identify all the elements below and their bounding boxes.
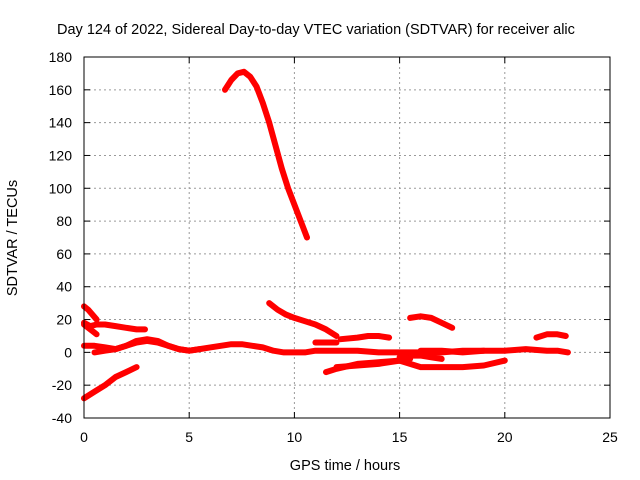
series-low-band xyxy=(396,352,445,362)
y-tick-label: 20 xyxy=(56,312,72,328)
y-tick-label: 160 xyxy=(49,82,73,98)
y-tick-label: -40 xyxy=(52,410,72,426)
series-rising-tail xyxy=(81,364,140,402)
y-tick-label: -20 xyxy=(52,377,72,393)
x-tick-label: 10 xyxy=(287,429,303,445)
x-tick-label: 0 xyxy=(80,429,88,445)
series-layer xyxy=(81,68,571,402)
tick-layer: 0 5 10 15 20 25 -40 -20 0 20 40 60 80 100 120 140 160 180 xyxy=(49,49,618,445)
x-tick-label: 20 xyxy=(497,429,513,445)
x-tick-label: 25 xyxy=(602,429,618,445)
series-peak-arc xyxy=(222,68,310,241)
y-tick-label: 60 xyxy=(56,246,72,262)
x-tick-label: 5 xyxy=(185,429,193,445)
series-early-shelf xyxy=(81,319,148,333)
series-late-hump xyxy=(533,331,569,341)
series-early-dip-bump xyxy=(91,336,203,356)
y-tick-label: 140 xyxy=(49,115,73,131)
x-tick-label: 15 xyxy=(392,429,408,445)
series-negative-band-2 xyxy=(333,357,508,371)
series-late-flat xyxy=(417,347,487,356)
y-tick-label: 180 xyxy=(49,49,73,65)
series-mid-hump xyxy=(407,313,456,331)
plot-frame xyxy=(83,56,611,419)
y-tick-label: 100 xyxy=(49,180,73,196)
y-axis-label: SDTVAR / TECUs xyxy=(5,180,21,296)
y-tick-label: 0 xyxy=(64,344,72,360)
y-tick-label: 40 xyxy=(56,279,72,295)
chart-title: Day 124 of 2022, Sidereal Day-to-day VTE… xyxy=(57,22,575,38)
series-small-hump xyxy=(337,333,393,343)
y-tick-label: 80 xyxy=(56,213,72,229)
series-mid-descent xyxy=(266,300,340,339)
series-start-drop xyxy=(81,321,100,338)
x-axis-label: GPS time / hours xyxy=(290,458,400,474)
y-tick-label: 120 xyxy=(49,147,73,163)
series-start-spike xyxy=(81,303,100,323)
